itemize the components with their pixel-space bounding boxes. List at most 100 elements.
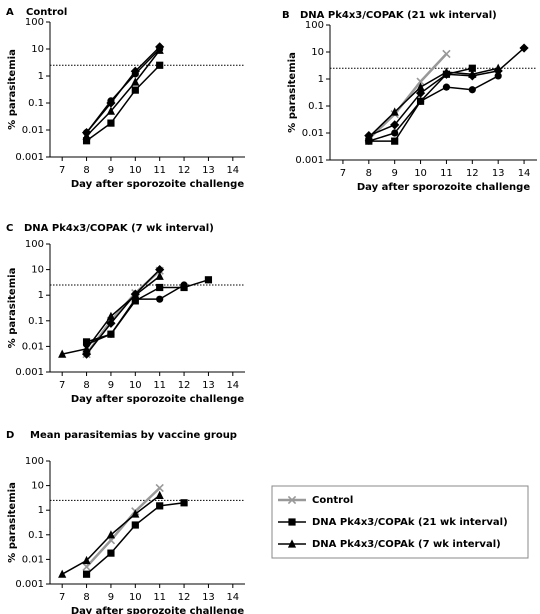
y-tick-label: 100 — [305, 20, 324, 31]
x-tick-label: 9 — [108, 165, 114, 176]
marker — [180, 499, 188, 507]
x-tick-label: 7 — [59, 165, 65, 176]
y-tick-label: 0.01 — [22, 554, 44, 565]
series-line — [368, 75, 499, 142]
series-line — [86, 279, 209, 343]
x-tick-label: 8 — [366, 168, 372, 179]
marker — [180, 281, 188, 289]
x-tick-label: 14 — [226, 165, 239, 176]
marker — [155, 265, 165, 275]
y-axis-title: % parasitemia — [7, 49, 18, 130]
series-line — [368, 67, 499, 138]
marker — [364, 132, 373, 141]
x-tick-label: 9 — [108, 380, 114, 391]
x-tick-label: 13 — [202, 380, 215, 391]
x-tick-label: 10 — [129, 165, 142, 176]
y-tick-label: 0.01 — [22, 125, 44, 136]
x-tick-label: 12 — [466, 168, 479, 179]
legend-label: DNA Pk4x3/COPAk (7 wk interval) — [312, 539, 501, 550]
x-tick-label: 12 — [178, 165, 191, 176]
marker — [58, 569, 67, 578]
series-line — [85, 269, 161, 355]
y-tick-label: 100 — [25, 239, 44, 250]
marker — [82, 570, 91, 578]
marker — [155, 483, 164, 493]
y-tick-label: 100 — [25, 456, 44, 467]
marker — [390, 107, 399, 116]
y-tick-label: 10 — [311, 47, 324, 58]
y-tick-label: 0.1 — [28, 530, 44, 541]
x-tick-label: 13 — [492, 168, 505, 179]
y-tick-label: 0.01 — [22, 341, 44, 352]
marker — [131, 70, 139, 78]
panel: A Control 0.001 0.01 0.1 1 10 100 7 8 9 10 11 12 13 14 D… — [6, 7, 245, 190]
y-axis-title: % parasitemia — [7, 482, 18, 563]
legend-label: Control — [312, 495, 353, 506]
x-tick-label: 7 — [59, 380, 65, 391]
y-tick-label: 0.1 — [28, 98, 44, 109]
marker — [156, 295, 164, 303]
marker — [131, 77, 140, 86]
marker — [391, 137, 399, 145]
legend-marker — [288, 518, 296, 526]
marker — [494, 72, 502, 80]
y-tick-label: 1 — [38, 505, 44, 516]
panel-label: B — [282, 10, 290, 21]
x-tick-label: 13 — [202, 592, 215, 603]
x-tick-label: 10 — [414, 168, 427, 179]
marker — [468, 86, 476, 94]
marker — [156, 283, 164, 292]
marker — [131, 509, 140, 518]
panel: D Mean parasitemias by vaccine group 0.001… — [6, 430, 529, 614]
x-tick-label: 12 — [178, 592, 191, 603]
y-tick-label: 0.001 — [15, 367, 44, 378]
x-tick-label: 11 — [153, 380, 166, 391]
x-tick-label: 14 — [226, 592, 239, 603]
marker — [106, 106, 116, 115]
panel: C DNA Pk4x3/COPAK (7 wk interval) 0.001 0.0… — [6, 223, 245, 405]
series-line — [368, 47, 525, 137]
marker — [442, 83, 451, 91]
marker — [390, 120, 400, 130]
marker — [82, 340, 91, 348]
x-tick-label: 11 — [440, 168, 453, 179]
series-line — [85, 269, 161, 355]
y-axis-title: % parasitemia — [7, 268, 18, 349]
marker — [468, 69, 477, 78]
marker — [416, 77, 425, 86]
y-tick-label: 1 — [318, 74, 324, 85]
y-tick-label: 0.001 — [15, 152, 44, 163]
marker — [156, 502, 164, 510]
marker — [107, 119, 115, 127]
x-tick-label: 10 — [129, 380, 142, 391]
legend-marker — [287, 495, 297, 505]
y-tick-label: 1 — [38, 290, 44, 301]
marker — [155, 271, 164, 280]
marker — [416, 82, 425, 91]
marker — [156, 45, 164, 53]
panel-label: A — [6, 7, 14, 18]
x-tick-label: 11 — [153, 592, 166, 603]
marker — [107, 97, 115, 105]
y-tick-label: 0.01 — [302, 128, 324, 139]
x-tick-label: 9 — [108, 592, 114, 603]
x-tick-label: 8 — [83, 165, 89, 176]
legend-label: DNA Pk4x3/COPAk (21 wk interval) — [312, 517, 508, 528]
marker — [106, 311, 116, 320]
x-tick-label: 7 — [59, 592, 65, 603]
marker — [81, 349, 92, 359]
series-line — [86, 64, 161, 142]
marker — [106, 530, 116, 539]
series-line — [367, 53, 448, 140]
marker — [58, 349, 67, 358]
x-tick-label: 7 — [340, 168, 346, 179]
x-tick-label: 10 — [129, 592, 142, 603]
y-tick-label: 1 — [38, 71, 44, 82]
y-tick-label: 0.1 — [28, 316, 44, 327]
panel-label: C — [6, 223, 13, 234]
marker — [155, 490, 164, 499]
y-tick-label: 10 — [31, 44, 44, 55]
series-line — [85, 487, 161, 568]
x-tick-label: 11 — [153, 165, 166, 176]
